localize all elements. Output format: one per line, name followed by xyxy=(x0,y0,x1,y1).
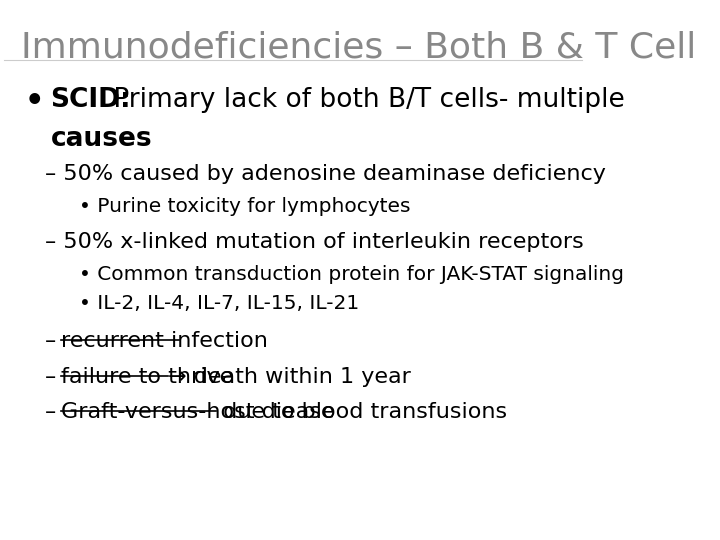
Text: –: – xyxy=(45,367,63,387)
Text: failure to thrive: failure to thrive xyxy=(60,367,233,387)
Text: Graft-versus-host diease: Graft-versus-host diease xyxy=(60,402,334,422)
Text: Immunodeficiencies – Both B & T Cell: Immunodeficiencies – Both B & T Cell xyxy=(22,31,697,65)
Text: –: – xyxy=(45,402,63,422)
Text: – 50% x-linked mutation of interleukin receptors: – 50% x-linked mutation of interleukin r… xyxy=(45,232,583,252)
Text: Primary lack of both B/T cells- multiple: Primary lack of both B/T cells- multiple xyxy=(105,86,625,112)
Text: recurrent infection: recurrent infection xyxy=(60,331,268,351)
Text: • IL-2, IL-4, IL-7, IL-15, IL-21: • IL-2, IL-4, IL-7, IL-15, IL-21 xyxy=(79,294,359,313)
Text: •: • xyxy=(24,86,44,116)
Text: → death within 1 year: → death within 1 year xyxy=(168,367,410,387)
Text: due to blood transfusions: due to blood transfusions xyxy=(215,402,507,422)
Text: • Purine toxicity for lymphocytes: • Purine toxicity for lymphocytes xyxy=(79,197,411,215)
Text: – 50% caused by adenosine deaminase deficiency: – 50% caused by adenosine deaminase defi… xyxy=(45,164,606,184)
Text: • Common transduction protein for JAK-STAT signaling: • Common transduction protein for JAK-ST… xyxy=(79,265,624,284)
Text: SCID:: SCID: xyxy=(50,86,131,112)
Text: causes: causes xyxy=(50,126,152,152)
Text: –: – xyxy=(45,331,63,351)
